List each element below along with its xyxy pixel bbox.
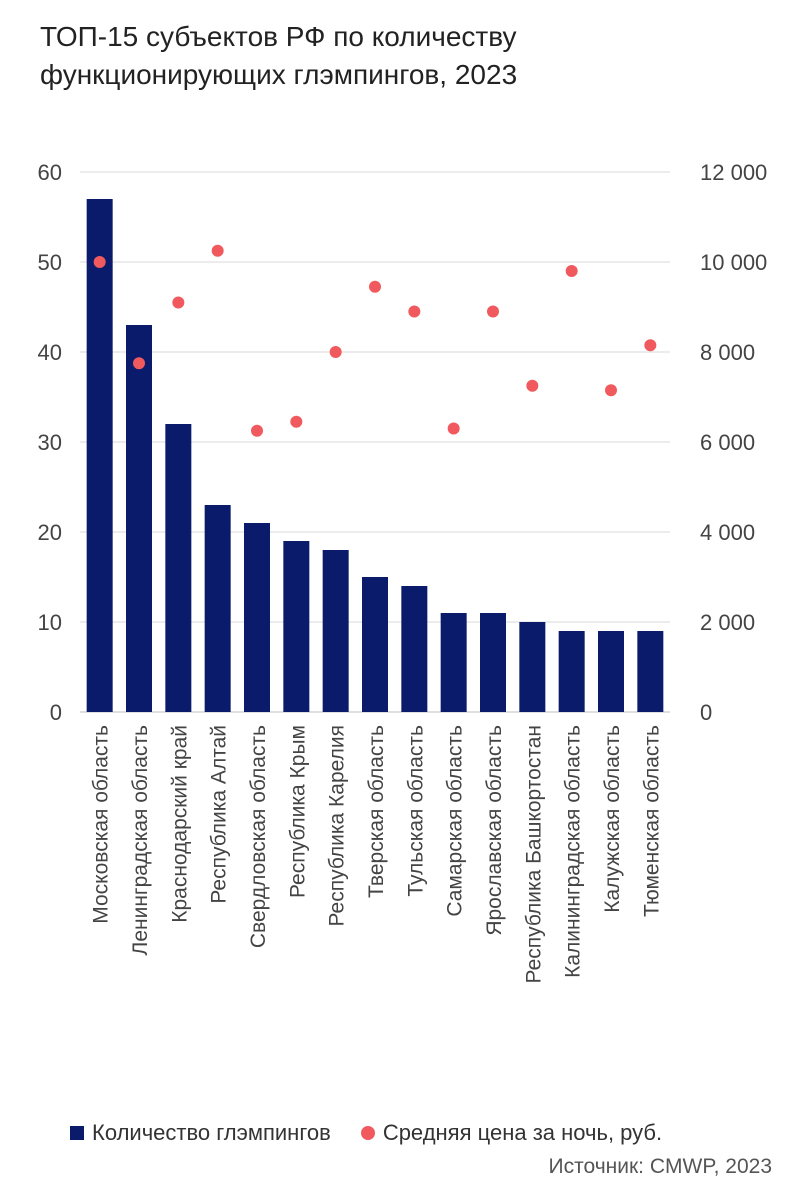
price-point — [290, 415, 303, 428]
legend-bar-swatch — [70, 1126, 84, 1140]
price-point — [408, 305, 421, 318]
legend-item-dots: Средняя цена за ночь, руб. — [360, 1120, 663, 1146]
x-category-label: Тверская область — [365, 725, 388, 898]
bar — [558, 631, 585, 712]
bar — [637, 631, 664, 712]
y-left-tick-label: 30 — [38, 430, 62, 455]
bar — [401, 586, 428, 712]
bar — [244, 523, 270, 712]
y-left-tick-label: 0 — [50, 700, 62, 725]
price-point — [526, 379, 539, 392]
price-point — [172, 296, 185, 309]
bar — [283, 541, 310, 712]
source-note: Источник: CMWP, 2023 — [548, 1155, 772, 1178]
x-category-label: Ленинградская область — [129, 725, 152, 956]
legend-item-bars: Количество глэмпингов — [70, 1120, 331, 1146]
price-point — [133, 357, 145, 370]
y-left-tick-label: 40 — [38, 340, 62, 365]
x-category-label: Тюменская область — [640, 725, 663, 917]
price-point — [251, 424, 263, 437]
y-left-tick-label: 50 — [38, 250, 62, 275]
bar — [362, 577, 388, 712]
x-category-label: Республика Башкортостан — [522, 725, 545, 983]
x-category-label: Самарская область — [444, 725, 467, 917]
price-point — [565, 265, 578, 277]
chart-legend: Количество глэмпингов Средняя цена за но… — [70, 1120, 692, 1146]
x-category-label: Краснодарский край — [168, 725, 191, 923]
y-right-tick-label: 10 000 — [700, 250, 767, 275]
bar — [165, 424, 192, 712]
price-point — [487, 305, 499, 318]
x-category-label: Республика Крым — [286, 725, 309, 898]
chart-title: ТОП-15 субъектов РФ по количеству функци… — [40, 21, 518, 90]
x-category-label: Калужская область — [601, 725, 624, 913]
y-left-tick-label: 20 — [38, 520, 62, 545]
x-category-label: Ярославская область — [483, 725, 506, 936]
y-right-tick-label: 6 000 — [700, 430, 755, 455]
y-left-tick-label: 60 — [38, 160, 62, 185]
bar — [598, 631, 624, 712]
x-category-label: Калининградская область — [562, 725, 585, 978]
x-category-label: Тульская область — [404, 725, 427, 897]
y-right-tick-label: 0 — [700, 700, 712, 725]
bar — [86, 199, 113, 712]
y-right-tick-label: 8 000 — [700, 340, 755, 365]
bar — [126, 325, 152, 712]
price-point — [605, 384, 617, 397]
x-category-label: Республика Алтай — [208, 725, 231, 904]
y-right-tick-label: 12 000 — [700, 160, 767, 185]
price-point — [93, 256, 106, 268]
x-category-label: Московская область — [90, 725, 113, 924]
chart-plot: 0 0 10 2 000 20 4 000 30 6 000 40 8 000 50 10 000 60… — [38, 160, 768, 983]
price-point — [329, 346, 342, 358]
price-point — [447, 422, 460, 435]
bar — [204, 505, 231, 712]
y-left-tick-label: 10 — [38, 610, 62, 635]
x-category-label: Республика Карелия — [326, 725, 349, 927]
price-point — [644, 339, 657, 352]
bar — [322, 550, 349, 712]
x-category-label: Свердловская область — [247, 725, 270, 948]
legend-bar-label: Количество глэмпингов — [92, 1120, 331, 1145]
price-point — [369, 280, 381, 293]
bar — [480, 613, 506, 712]
bar — [440, 613, 467, 712]
price-point — [211, 244, 224, 257]
legend-dot-label: Средняя цена за ночь, руб. — [382, 1120, 663, 1145]
bar — [519, 622, 546, 712]
y-right-tick-label: 2 000 — [700, 610, 755, 635]
legend-dot-swatch — [360, 1126, 375, 1140]
y-right-tick-label: 4 000 — [700, 520, 755, 545]
